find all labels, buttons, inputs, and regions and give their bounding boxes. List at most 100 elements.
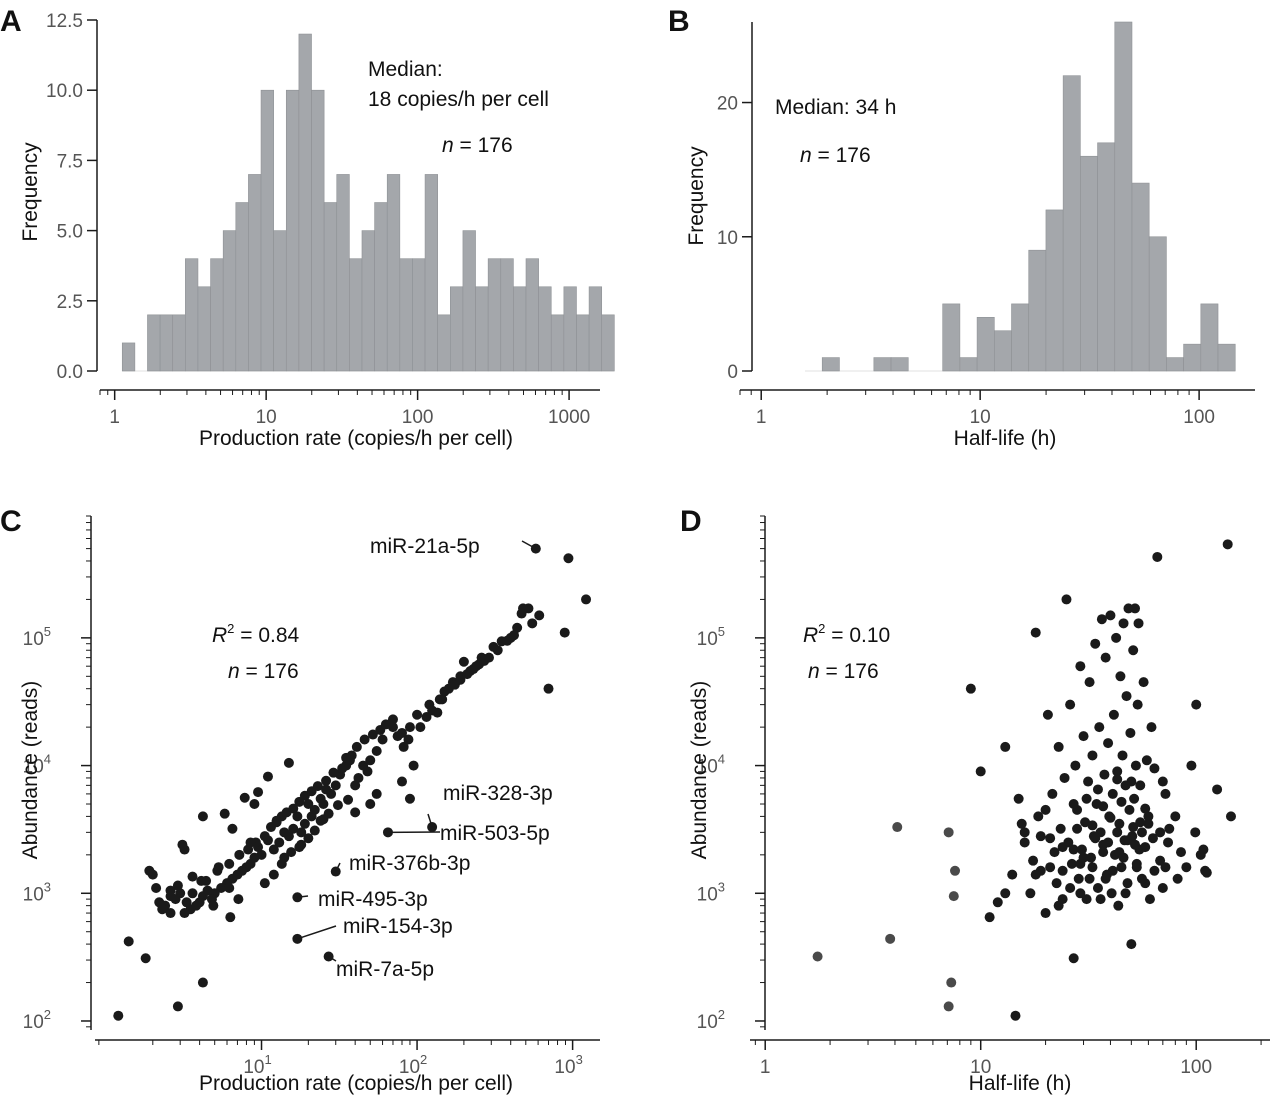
histogram-bar-b xyxy=(1200,303,1219,372)
y-tick-exponent-c: 3 xyxy=(44,879,51,894)
n-italic-d: n xyxy=(808,660,820,683)
scatter-point-d xyxy=(1126,939,1137,950)
scatter-point-c xyxy=(371,746,382,757)
scatter-point-d xyxy=(1181,862,1192,873)
x-axis-title-c: Production rate (copies/h per cell) xyxy=(199,1072,513,1095)
scatter-point-c xyxy=(412,709,423,720)
scatter-point-d xyxy=(1081,793,1092,804)
histogram-bar-a xyxy=(159,314,174,372)
histogram-bar-a xyxy=(601,314,615,372)
callout-line-c xyxy=(335,862,341,872)
median-value-a: 18 copies/h per cell xyxy=(368,88,549,111)
scatter-point-d xyxy=(1116,862,1127,873)
scatter-point-d xyxy=(1042,709,1053,720)
scatter-point-d xyxy=(1090,833,1101,844)
scatter-point-c xyxy=(365,755,376,766)
scatter-point-d xyxy=(1114,818,1125,829)
scatter-point-c xyxy=(249,799,260,810)
scatter-point-d xyxy=(1057,894,1068,905)
scatter-point-d xyxy=(1086,852,1097,863)
histogram-bar-a xyxy=(336,174,350,372)
x-tick-label-b: 100 xyxy=(1183,407,1215,428)
x-tick-label-a: 1000 xyxy=(548,407,590,428)
scatter-point-d xyxy=(1030,869,1041,880)
scatter-point-d xyxy=(1149,763,1160,774)
scatter-point-d xyxy=(1068,953,1079,964)
scatter-point-d xyxy=(1190,827,1201,838)
scatter-point-d xyxy=(1016,818,1027,829)
y-tick-exponent-c: 4 xyxy=(44,752,51,767)
scatter-point-d xyxy=(1135,817,1146,828)
x-tick-label-b: 10 xyxy=(970,407,991,428)
scatter-point-d xyxy=(1053,741,1064,752)
scatter-point-c xyxy=(309,825,320,836)
scatter-point-c xyxy=(187,871,198,882)
panel-c: C miR-21a-5p miR-328-3p miR-503-5p miR-376b… xyxy=(0,505,600,1095)
x-tick-exponent-c: 3 xyxy=(576,1052,583,1067)
scatter-point-d xyxy=(1129,793,1140,804)
scatter-point-c xyxy=(351,741,362,752)
n-italic-b: n xyxy=(800,144,812,167)
scatter-point-d xyxy=(1149,865,1160,876)
scatter-point-d xyxy=(1198,844,1209,855)
scatter-point-d xyxy=(1084,873,1095,884)
x-tick-label-c: 102 xyxy=(399,1052,427,1078)
r2-sup-c: 2 xyxy=(227,621,234,636)
scatter-point-c xyxy=(294,842,305,853)
scatter-point-d xyxy=(1084,677,1095,688)
scatter-point-d xyxy=(1126,776,1137,787)
x-tick-base-c: 10 xyxy=(399,1057,420,1078)
scatter-point-c xyxy=(271,815,282,826)
point-callouts-c: miR-21a-5p miR-328-3p miR-503-5p miR-376b-3… xyxy=(297,535,553,981)
histogram-bars-a xyxy=(121,33,615,372)
scatter-point-c xyxy=(219,808,230,819)
scatter-point-d xyxy=(1130,603,1141,614)
histogram-bar-a xyxy=(563,286,577,372)
scatter-point-c xyxy=(496,636,507,647)
histogram-bar-a xyxy=(386,174,401,372)
scatter-point-c xyxy=(371,788,382,799)
scatter-point-d xyxy=(1172,873,1183,884)
scatter-point-c xyxy=(332,800,343,811)
scatter-point-c xyxy=(274,837,285,848)
n-value-b: = 176 xyxy=(812,144,871,167)
scatter-point-c xyxy=(224,858,235,869)
scatter-point-d xyxy=(1115,671,1126,682)
scatter-point-d xyxy=(1128,822,1139,833)
scatter-point-d xyxy=(1147,833,1158,844)
histogram-bar-b xyxy=(1166,357,1184,372)
scatter-point-c xyxy=(288,803,299,814)
x-tick-exponent-c: 2 xyxy=(420,1052,427,1067)
histogram-bar-b xyxy=(959,357,978,372)
scatter-point-d xyxy=(1070,760,1081,771)
scatter-point-c xyxy=(408,760,419,771)
histogram-bar-a xyxy=(500,258,514,372)
histogram-bar-a xyxy=(462,230,476,372)
scatter-point-c xyxy=(123,936,134,947)
scatter-point-c xyxy=(488,641,499,652)
scatter-point-d xyxy=(1146,722,1157,733)
y-tick-base-d: 10 xyxy=(697,757,718,778)
scatter-point-d xyxy=(1136,827,1147,838)
scatter-point-d xyxy=(1212,784,1223,795)
scatter-point-d xyxy=(1122,878,1133,889)
y-tick-label-d: 102 xyxy=(697,1007,725,1033)
scatter-point-c xyxy=(403,734,414,745)
scatter-point-d xyxy=(1019,827,1030,838)
histogram-bar-b xyxy=(942,303,961,372)
y-tick-exponent-d: 3 xyxy=(718,879,725,894)
scatter-point-d xyxy=(1157,882,1168,893)
histogram-bar-a xyxy=(172,314,186,372)
scatter-point-c xyxy=(455,674,466,685)
scatter-point-d xyxy=(1117,750,1128,761)
scatter-point-c xyxy=(315,815,326,826)
scatter-point-c xyxy=(483,652,494,663)
y-tick-base-c: 10 xyxy=(23,629,44,650)
scatter-point-d xyxy=(1081,894,1092,905)
histogram-bar-b xyxy=(1028,249,1047,372)
scatter-point-gray-d xyxy=(948,891,959,902)
histogram-bar-a xyxy=(323,202,338,372)
scatter-point-c xyxy=(165,885,176,896)
point-label-c: miR-376b-3p xyxy=(349,852,470,875)
